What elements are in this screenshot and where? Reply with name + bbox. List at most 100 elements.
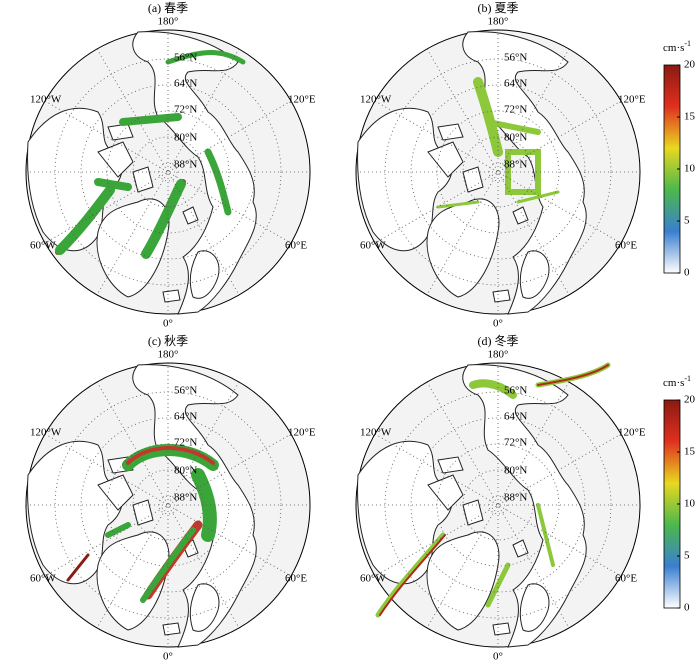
land [107, 123, 134, 141]
colorbar-tick-label: 15 [684, 111, 696, 123]
latitude-label: 64°N [174, 78, 197, 90]
land [162, 289, 181, 303]
land [512, 539, 529, 558]
longitude-label: 120°E [618, 427, 646, 439]
current-patch [126, 446, 215, 465]
meridian-line [44, 100, 292, 244]
meridian-line [96, 48, 240, 296]
land [462, 499, 484, 526]
current-patch [379, 534, 446, 616]
land [357, 107, 453, 252]
current-patch [119, 113, 182, 126]
panel-title: (a) 春季 [148, 1, 188, 15]
meridian-line [44, 433, 292, 577]
latitude-line [436, 443, 560, 567]
land [27, 440, 123, 585]
latitude-line [54, 58, 282, 286]
colorbar-tick-label: 20 [684, 394, 696, 406]
current-patch [94, 178, 132, 191]
land [492, 289, 511, 303]
panel-title: (c) 秋季 [148, 334, 188, 348]
longitude-label: 0° [493, 318, 503, 330]
meridian-line [426, 48, 570, 296]
unit-text: cm·s [663, 42, 684, 54]
current-patch [537, 364, 609, 386]
latitude-label: 56°N [174, 52, 197, 64]
longitude-label: 60°W [30, 240, 56, 252]
land [189, 583, 220, 632]
colorbar-unit: cm·s-1 [663, 374, 691, 389]
land [97, 141, 134, 178]
land [357, 440, 453, 585]
latitude-label: 72°N [504, 104, 527, 116]
current-patch [516, 190, 560, 204]
latitude-line [54, 391, 282, 619]
longitude-label: 60°W [30, 573, 56, 585]
unit-exponent: -1 [684, 374, 691, 383]
longitude-label: 60°W [360, 573, 386, 585]
current-patch [141, 179, 186, 259]
unit-exponent: -1 [684, 39, 691, 48]
longitude-label: 180° [488, 349, 509, 361]
current-patch [505, 149, 541, 195]
latitude-label: 64°N [504, 78, 527, 90]
current-patch [536, 503, 555, 567]
latitude-label: 72°N [504, 437, 527, 449]
latitude-label: 88°N [174, 159, 197, 171]
current-patch [191, 468, 217, 542]
latitude-line [384, 391, 612, 619]
longitude-label: 60°E [285, 240, 307, 252]
meridian-line [44, 433, 292, 577]
latitude-label: 88°N [504, 159, 527, 171]
longitude-label: 120°E [288, 94, 316, 106]
meridian-line [426, 381, 570, 629]
latitude-label: 56°N [504, 385, 527, 397]
colorbar-tick-label: 15 [684, 446, 696, 458]
current-patch [140, 527, 196, 603]
meridian-line [96, 48, 240, 296]
latitude-label: 72°N [174, 104, 197, 116]
panel-title: (d) 冬季 [478, 333, 519, 348]
longitude-label: 60°E [615, 240, 637, 252]
land [462, 364, 587, 648]
longitude-label: 0° [163, 318, 173, 330]
land [462, 166, 484, 193]
colorbar-tick-label: 5 [684, 550, 690, 562]
land [437, 456, 464, 474]
latitude-line [384, 58, 612, 286]
latitude-label: 80°N [504, 465, 527, 477]
latitude-label: 64°N [174, 411, 197, 423]
land [519, 250, 550, 299]
meridian-line [426, 48, 570, 296]
latitude-label: 80°N [504, 132, 527, 144]
land [132, 499, 154, 526]
colorbar-tick-label: 0 [684, 267, 690, 279]
latitude-line [436, 110, 560, 234]
longitude-label: 0° [163, 651, 173, 663]
meridian-line [374, 433, 622, 577]
land [512, 206, 529, 225]
longitude-label: 120°E [618, 94, 646, 106]
latitude-label: 56°N [174, 385, 197, 397]
latitude-label: 88°N [504, 492, 527, 504]
meridian-line [44, 100, 292, 244]
longitude-label: 120°E [288, 427, 316, 439]
longitude-label: 120°W [360, 94, 392, 106]
current-patch [204, 148, 232, 216]
longitude-label: 120°W [360, 427, 392, 439]
longitude-label: 180° [158, 349, 179, 361]
longitude-label: 0° [493, 651, 503, 663]
latitude-label: 72°N [174, 437, 197, 449]
meridian-line [96, 381, 240, 629]
meridian-line [374, 433, 622, 577]
longitude-label: 180° [488, 16, 509, 28]
latitude-line [106, 443, 230, 567]
longitude-label: 120°W [30, 94, 62, 106]
current-patch [105, 522, 131, 538]
unit-text: cm·s [663, 377, 684, 389]
current-patch [375, 532, 446, 618]
